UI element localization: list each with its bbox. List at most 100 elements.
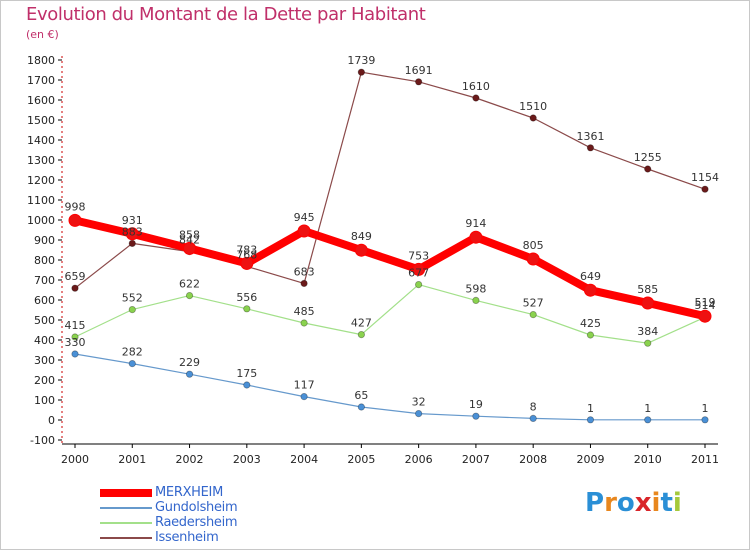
data-point-raedersheim xyxy=(300,319,308,327)
data-label-issenheim: 1691 xyxy=(405,64,433,77)
chart-title: Evolution du Montant de la Dette par Hab… xyxy=(26,4,426,25)
data-point-merxheim xyxy=(698,309,712,323)
data-point-issenheim xyxy=(644,165,652,173)
data-label-merxheim: 585 xyxy=(637,283,658,296)
data-point-merxheim xyxy=(68,213,82,227)
data-label-raedersheim: 622 xyxy=(179,278,200,291)
legend-swatch-raedersheim xyxy=(100,521,152,524)
x-tick-label: 2008 xyxy=(519,453,547,466)
series-line-gundolsheim xyxy=(74,353,706,421)
data-label-raedersheim: 415 xyxy=(65,319,86,332)
data-label-gundolsheim: 282 xyxy=(122,346,143,359)
logo-letter: t xyxy=(660,488,673,518)
axes: -100 0 100 200 300 400 500 600 700 800 900 1000 1100… xyxy=(27,54,719,466)
data-point-merxheim xyxy=(526,252,540,266)
legend-label-merxheim: MERXHEIM xyxy=(155,485,224,500)
data-label-gundolsheim: 229 xyxy=(179,356,200,369)
legend-item-merxheim: MERXHEIM xyxy=(100,485,360,500)
data-label-raedersheim: 677 xyxy=(408,267,429,280)
data-label-gundolsheim: 330 xyxy=(65,336,86,349)
data-point-gundolsheim xyxy=(185,370,194,378)
series-layer xyxy=(68,68,712,424)
data-point-gundolsheim xyxy=(243,381,251,389)
data-point-raedersheim xyxy=(586,331,595,339)
data-label-raedersheim: 598 xyxy=(465,282,486,295)
data-point-merxheim xyxy=(125,227,139,241)
data-point-gundolsheim xyxy=(71,350,79,358)
series-line-merxheim xyxy=(71,216,709,321)
data-point-raedersheim xyxy=(357,330,365,339)
x-tick-label: 2001 xyxy=(118,453,146,466)
logo-letter: r xyxy=(604,488,617,518)
x-tick-label: 2003 xyxy=(233,453,261,466)
data-label-merxheim: 805 xyxy=(523,239,544,252)
data-point-raedersheim xyxy=(185,291,194,300)
x-tick-label: 2009 xyxy=(576,453,604,466)
y-tick-label: 1300 xyxy=(27,154,55,167)
data-label-merxheim: 945 xyxy=(294,211,315,224)
data-point-merxheim xyxy=(240,256,254,270)
data-point-merxheim xyxy=(583,283,597,297)
data-label-gundolsheim: 1 xyxy=(644,402,651,415)
data-point-issenheim xyxy=(701,185,709,193)
series-line-issenheim xyxy=(74,71,706,289)
data-label-merxheim: 753 xyxy=(408,249,429,262)
data-label-gundolsheim: 1 xyxy=(702,402,709,415)
data-label-gundolsheim: 8 xyxy=(530,400,537,413)
data-label-gundolsheim: 19 xyxy=(469,398,483,411)
y-tick-label: 600 xyxy=(34,294,55,307)
data-point-merxheim xyxy=(469,230,483,244)
y-tick-label: 900 xyxy=(34,234,55,247)
data-point-raedersheim xyxy=(472,296,480,304)
series-raedersheim xyxy=(71,280,709,347)
data-labels: 330 282 229 175 117 65 32 19 8 1 1 1 415 552 622 556 485… xyxy=(65,54,720,415)
data-point-issenheim xyxy=(71,284,79,292)
legend-label-issenheim: Issenheim xyxy=(155,530,219,545)
x-tick-label: 2007 xyxy=(462,453,490,466)
data-label-raedersheim: 485 xyxy=(294,305,315,318)
logo-letter: i xyxy=(651,488,661,518)
data-label-issenheim: 883 xyxy=(122,225,143,238)
data-point-gundolsheim xyxy=(529,414,537,422)
data-label-merxheim: 931 xyxy=(122,214,143,227)
data-point-gundolsheim xyxy=(472,412,480,420)
legend-label-raedersheim: Raedersheim xyxy=(155,515,238,530)
legend-label-gundolsheim: Gundolsheim xyxy=(155,500,238,515)
series-issenheim xyxy=(71,68,709,292)
data-label-gundolsheim: 65 xyxy=(354,389,368,402)
data-point-gundolsheim xyxy=(701,416,709,424)
data-point-gundolsheim xyxy=(128,359,136,368)
y-tick-label: 1400 xyxy=(27,134,55,147)
data-label-merxheim: 783 xyxy=(236,243,257,256)
y-tick-label: 0 xyxy=(48,414,55,427)
chart-subtitle: (en €) xyxy=(26,28,59,41)
data-label-issenheim: 1154 xyxy=(691,171,719,184)
data-point-merxheim xyxy=(183,241,197,255)
data-label-raedersheim: 527 xyxy=(523,297,544,310)
series-line-raedersheim xyxy=(74,284,706,344)
data-label-issenheim: 683 xyxy=(294,265,315,278)
data-label-issenheim: 659 xyxy=(65,270,86,283)
data-point-issenheim xyxy=(300,279,308,287)
x-tick-label: 2004 xyxy=(290,453,318,466)
legend-item-issenheim: Issenheim xyxy=(100,530,360,545)
data-label-issenheim: 1361 xyxy=(576,130,604,143)
data-label-issenheim: 1739 xyxy=(347,54,375,67)
y-tick-label: 100 xyxy=(34,394,55,407)
y-tick-label: 1500 xyxy=(27,114,55,127)
data-label-gundolsheim: 117 xyxy=(294,379,315,392)
data-label-raedersheim: 427 xyxy=(351,317,372,330)
data-label-merxheim: 858 xyxy=(179,228,200,241)
x-tick-label: 2006 xyxy=(405,453,433,466)
data-point-raedersheim xyxy=(644,339,652,347)
data-label-merxheim: 998 xyxy=(65,200,86,213)
logo-letter: x xyxy=(634,488,652,518)
x-tick-label: 2011 xyxy=(691,453,719,466)
data-point-gundolsheim xyxy=(644,416,652,424)
y-tick-label: 1000 xyxy=(27,214,55,227)
data-point-issenheim xyxy=(128,239,136,247)
legend-item-raedersheim: Raedersheim xyxy=(100,515,360,530)
data-point-gundolsheim xyxy=(586,416,595,424)
y-tick-label: 1600 xyxy=(27,94,55,107)
data-point-issenheim xyxy=(586,144,595,152)
